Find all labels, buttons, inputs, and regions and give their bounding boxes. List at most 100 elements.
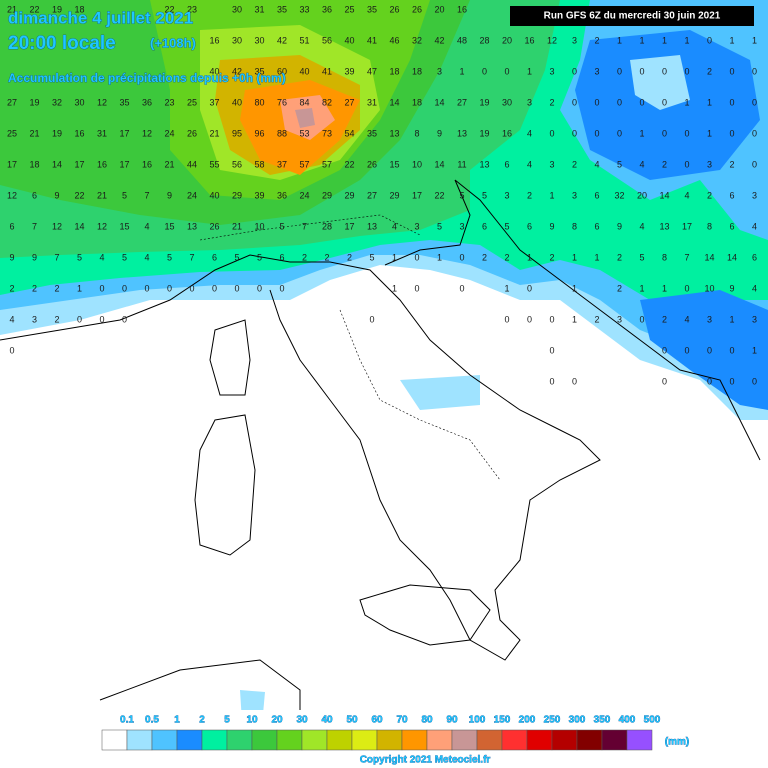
grid-value: 1 bbox=[572, 283, 577, 293]
legend-swatch bbox=[626, 729, 653, 751]
legend-label: 350 bbox=[594, 715, 611, 726]
grid-value: 2 bbox=[594, 35, 599, 45]
grid-value: 0 bbox=[482, 66, 487, 76]
grid-value: 0 bbox=[279, 283, 284, 293]
legend-label: 1 bbox=[174, 715, 180, 726]
grid-value: 0 bbox=[167, 283, 172, 293]
grid-value: 31 bbox=[97, 128, 107, 138]
grid-value: 24 bbox=[164, 128, 174, 138]
grid-value: 0 bbox=[144, 283, 149, 293]
grid-value: 19 bbox=[52, 128, 62, 138]
grid-value: 36 bbox=[277, 190, 287, 200]
grid-value: 22 bbox=[344, 159, 354, 169]
grid-value: 5 bbox=[122, 190, 127, 200]
date-title: dimanche 4 juillet 2021 bbox=[8, 8, 193, 27]
grid-value: 29 bbox=[344, 190, 354, 200]
grid-value: 0 bbox=[414, 252, 419, 262]
grid-value: 41 bbox=[367, 35, 377, 45]
grid-value: 13 bbox=[389, 128, 399, 138]
grid-value: 5 bbox=[639, 252, 644, 262]
grid-value: 16 bbox=[74, 128, 84, 138]
grid-value: 24 bbox=[187, 190, 197, 200]
grid-value: 15 bbox=[164, 221, 174, 231]
grid-value: 1 bbox=[639, 35, 644, 45]
grid-value: 4 bbox=[99, 252, 104, 262]
grid-value: 56 bbox=[322, 35, 332, 45]
grid-value: 0 bbox=[752, 159, 757, 169]
grid-value: 10 bbox=[254, 221, 264, 231]
grid-value: 42 bbox=[434, 35, 444, 45]
grid-value: 39 bbox=[344, 66, 354, 76]
grid-value: 30 bbox=[502, 97, 512, 107]
legend-label: 250 bbox=[544, 715, 561, 726]
grid-value: 23 bbox=[164, 97, 174, 107]
legend-swatch bbox=[276, 729, 303, 751]
grid-value: 17 bbox=[344, 221, 354, 231]
legend-label: 50 bbox=[346, 715, 358, 726]
grid-value: 0 bbox=[639, 97, 644, 107]
grid-value: 21 bbox=[164, 159, 174, 169]
grid-value: 0 bbox=[527, 283, 532, 293]
grid-value: 18 bbox=[74, 4, 84, 14]
grid-value: 13 bbox=[367, 221, 377, 231]
grid-value: 48 bbox=[457, 35, 467, 45]
grid-value: 2 bbox=[594, 314, 599, 324]
grid-value: 35 bbox=[119, 97, 129, 107]
grid-value: 1 bbox=[392, 283, 397, 293]
grid-value: 19 bbox=[479, 128, 489, 138]
grid-value: 36 bbox=[322, 4, 332, 14]
grid-value: 1 bbox=[572, 252, 577, 262]
grid-value: 3 bbox=[504, 190, 509, 200]
grid-value: 3 bbox=[752, 314, 757, 324]
grid-value: 1 bbox=[392, 252, 397, 262]
grid-value: 4 bbox=[752, 221, 757, 231]
grid-value: 21 bbox=[29, 128, 39, 138]
grid-value: 0 bbox=[707, 376, 712, 386]
grid-value: 13 bbox=[457, 128, 467, 138]
grid-value: 0 bbox=[729, 97, 734, 107]
grid-value: 0 bbox=[729, 345, 734, 355]
time-title: 20:00 locale bbox=[8, 33, 116, 54]
grid-value: 40 bbox=[299, 66, 309, 76]
grid-value: 2 bbox=[549, 252, 554, 262]
grid-value: 0 bbox=[572, 66, 577, 76]
grid-value: 40 bbox=[209, 66, 219, 76]
legend-swatch bbox=[176, 729, 203, 751]
grid-value: 22 bbox=[74, 190, 84, 200]
grid-value: 1 bbox=[572, 314, 577, 324]
grid-value: 1 bbox=[662, 283, 667, 293]
grid-value: 57 bbox=[299, 159, 309, 169]
legend-swatch bbox=[526, 729, 553, 751]
grid-value: 2 bbox=[662, 314, 667, 324]
legend-label: 60 bbox=[371, 715, 383, 726]
grid-value: 0 bbox=[414, 283, 419, 293]
grid-value: 9 bbox=[167, 190, 172, 200]
grid-value: 0 bbox=[572, 376, 577, 386]
grid-value: 30 bbox=[232, 4, 242, 14]
grid-value: 31 bbox=[367, 97, 377, 107]
grid-value: 39 bbox=[254, 190, 264, 200]
legend-swatch bbox=[501, 729, 528, 751]
legend-swatch bbox=[376, 729, 403, 751]
grid-value: 0 bbox=[684, 66, 689, 76]
grid-value: 5 bbox=[437, 221, 442, 231]
grid-value: 40 bbox=[209, 190, 219, 200]
grid-value: 4 bbox=[144, 252, 149, 262]
legend-label: 300 bbox=[569, 715, 586, 726]
grid-value: 14 bbox=[727, 252, 737, 262]
legend-swatch bbox=[201, 729, 228, 751]
grid-value: 0 bbox=[662, 97, 667, 107]
grid-value: 3 bbox=[437, 66, 442, 76]
grid-value: 19 bbox=[52, 4, 62, 14]
legend-swatch bbox=[476, 729, 503, 751]
grid-value: 26 bbox=[367, 159, 377, 169]
grid-value: 42 bbox=[277, 35, 287, 45]
grid-value: 0 bbox=[212, 283, 217, 293]
grid-value: 8 bbox=[414, 128, 419, 138]
legend-label: 70 bbox=[396, 715, 408, 726]
grid-value: 60 bbox=[277, 66, 287, 76]
legend-label: 0.5 bbox=[145, 715, 159, 726]
grid-value: 3 bbox=[414, 221, 419, 231]
grid-value: 21 bbox=[232, 221, 242, 231]
